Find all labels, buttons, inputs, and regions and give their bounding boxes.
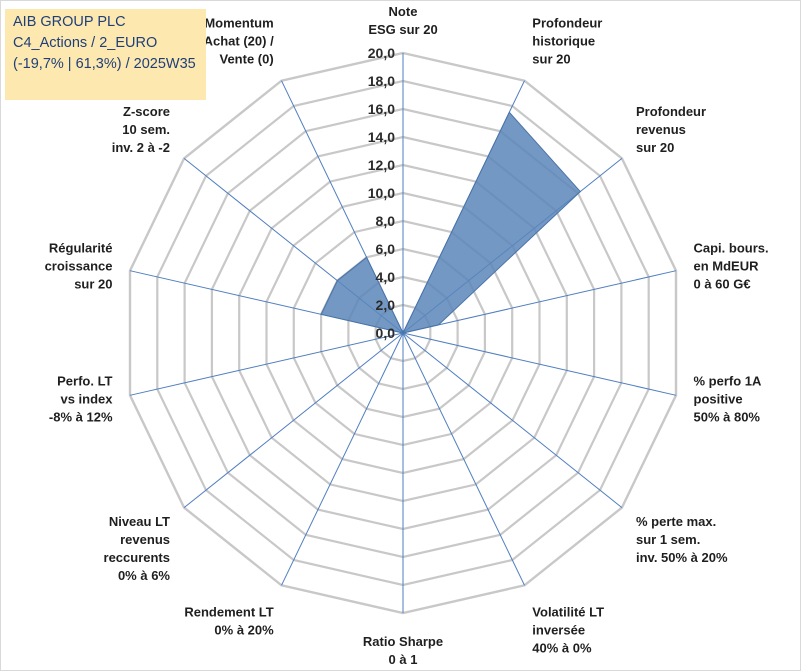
category-label-line: Capi. bours.	[694, 241, 769, 256]
category-label-line: revenus	[120, 532, 170, 547]
title-company: AIB GROUP PLC	[13, 14, 126, 30]
category-label-line: Perfo. LT	[57, 373, 112, 388]
tick-label: 8,0	[376, 213, 396, 229]
category-label-12: Z-score 10 sem. inv. 2 à -2	[112, 104, 170, 155]
category-label-line: Profondeur	[636, 104, 706, 119]
title-period: (-19,7% | 61,3%) / 2025W35	[13, 56, 196, 72]
tick-label: 4,0	[376, 269, 396, 285]
category-label-line: reccurents	[104, 550, 170, 565]
title-box: AIB GROUP PLC C4_Actions / 2_EURO (-19,7…	[5, 9, 206, 100]
spoke-10	[129, 332, 404, 396]
tick-label: 12,0	[368, 157, 395, 173]
spoke-6	[402, 332, 525, 586]
spoke-9	[183, 332, 404, 508]
category-label-line: Volatilité LT	[532, 605, 604, 620]
category-label-4: % perfo 1A positive 50% à 80%	[694, 373, 763, 424]
tick-label: 16,0	[368, 101, 395, 117]
category-label-line: 0 à 1	[389, 652, 418, 667]
category-label-line: 40% à 0%	[532, 641, 592, 656]
tick-label: 14,0	[368, 129, 395, 145]
category-label-line: sur 1 sem.	[636, 532, 700, 547]
tick-label: 20,0	[368, 45, 395, 61]
category-label-line: 10 sem.	[122, 122, 170, 137]
category-label-line: Profondeur	[532, 16, 602, 31]
category-label-line: vs index	[60, 391, 113, 406]
category-label-line: revenus	[636, 122, 686, 137]
category-label-11: Régularité croissance sur 20	[45, 241, 113, 292]
category-label-line: % perfo 1A	[694, 373, 763, 388]
category-label-line: 0 à 60 G€	[694, 277, 751, 292]
category-label-3: Capi. bours. en MdEUR 0 à 60 G€	[694, 241, 769, 292]
category-label-line: Vente (0)	[220, 52, 274, 67]
category-label-line: 50% à 80%	[694, 409, 761, 424]
category-label-line: 0% à 20%	[214, 623, 274, 638]
category-label-line: inversée	[532, 623, 585, 638]
category-label-line: sur 20	[74, 277, 112, 292]
category-label-2: Profondeur revenus sur 20	[636, 104, 706, 155]
category-label-line: historique	[532, 34, 595, 49]
category-label-line: % perte max.	[636, 514, 716, 529]
category-label-line: inv. 2 à -2	[112, 140, 170, 155]
tick-label: 6,0	[376, 241, 396, 257]
category-label-line: Régularité	[49, 241, 113, 256]
category-label-10: Perfo. LT vs index -8% à 12%	[49, 373, 113, 424]
category-label-line: Ratio Sharpe	[363, 634, 443, 649]
category-label-line: Z-score	[123, 104, 170, 119]
category-label-line: Note	[389, 4, 418, 19]
category-label-line: inv. 50% à 20%	[636, 550, 728, 565]
tick-label: 18,0	[368, 73, 395, 89]
axis-category-labels: Note ESG sur 20 Profondeur historique sur 20…	[45, 4, 769, 667]
category-label-line: Momentum	[204, 16, 273, 31]
category-label-line: sur 20	[636, 140, 674, 155]
category-label-7: Ratio Sharpe 0 à 1	[363, 634, 443, 667]
spoke-5	[402, 332, 623, 508]
category-label-5: % perte max. sur 1 sem. inv. 50% à 20%	[636, 514, 728, 565]
category-label-1: Profondeur historique sur 20	[532, 16, 602, 67]
category-label-line: Rendement LT	[184, 605, 273, 620]
series-area	[320, 111, 581, 335]
category-label-line: ESG sur 20	[368, 22, 437, 37]
category-label-6: Volatilité LT inversée 40% à 0%	[532, 605, 604, 656]
category-label-line: 0% à 6%	[118, 568, 170, 583]
radial-tick-labels: 0,0 2,0 4,0 6,0 8,0 10,0 12,0 14,0 16,0 18,0 20,0	[368, 45, 395, 341]
category-label-line: positive	[694, 391, 743, 406]
spoke-3	[402, 270, 677, 334]
category-label-line: Achat (20) /	[204, 34, 274, 49]
category-label-0: Note ESG sur 20	[368, 4, 437, 37]
spoke-8	[281, 332, 404, 586]
spoke-4	[402, 332, 677, 396]
category-label-line: Niveau LT	[109, 514, 170, 529]
tick-label: 0,0	[376, 325, 396, 341]
category-label-13: Momentum Achat (20) / Vente (0)	[204, 16, 274, 67]
category-label-8: Rendement LT 0% à 20%	[184, 605, 274, 638]
category-label-line: en MdEUR	[694, 259, 760, 274]
category-label-line: -8% à 12%	[49, 409, 113, 424]
category-label-line: sur 20	[532, 52, 570, 67]
category-label-line: croissance	[45, 259, 113, 274]
tick-label: 10,0	[368, 185, 395, 201]
radar-series	[320, 111, 581, 335]
tick-label: 2,0	[376, 297, 396, 313]
category-label-9: Niveau LT revenus reccurents 0% à 6%	[104, 514, 171, 583]
title-category: C4_Actions / 2_EURO	[13, 35, 158, 51]
